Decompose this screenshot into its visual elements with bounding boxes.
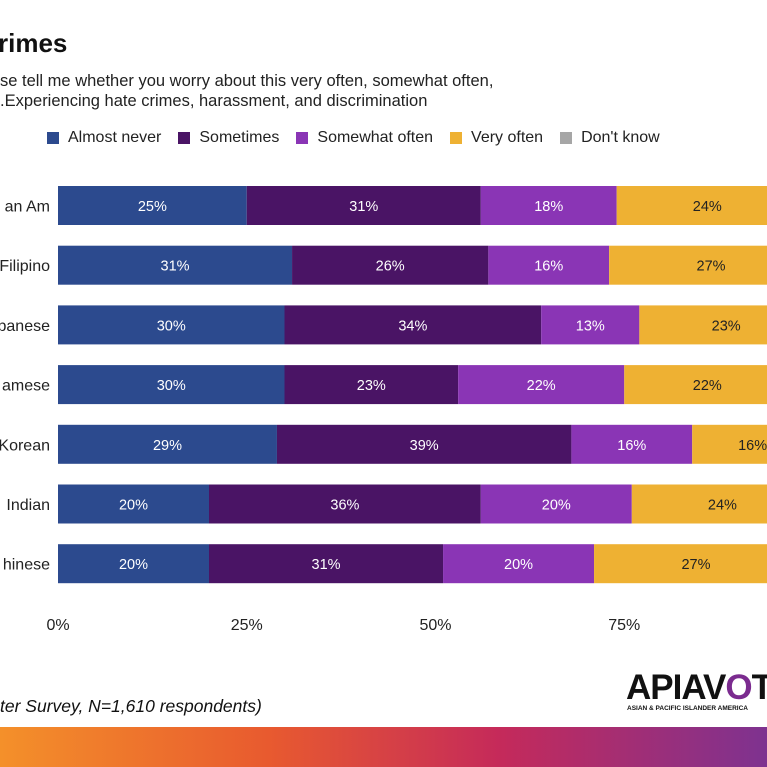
apiavote-logo: APIAVOT ASIAN & PACIFIC ISLANDER AMERICA xyxy=(626,662,767,722)
logo-tagline: ASIAN & PACIFIC ISLANDER AMERICA xyxy=(627,705,748,712)
bar-segment-very-often xyxy=(594,544,767,584)
data-label-sometimes: 34% xyxy=(398,318,427,334)
data-label-almost-never: 20% xyxy=(119,498,148,514)
subtitle-line-1: se tell me whether you worry about this … xyxy=(0,72,494,90)
bar-segment-almost-never xyxy=(58,365,285,405)
legend-item-sometimes: Sometimes xyxy=(178,129,279,147)
data-label-very-often: 22% xyxy=(693,378,722,394)
data-label-almost-never: 25% xyxy=(138,199,167,215)
legend-label-sometimes: Sometimes xyxy=(199,129,280,146)
bar-segment-very-often xyxy=(624,365,767,405)
data-label-very-often: 27% xyxy=(681,557,710,573)
bar-segment-sometimes xyxy=(209,544,444,584)
source-note: ter Survey, N=1,610 respondents) xyxy=(0,696,262,716)
bar-segment-somewhat-often xyxy=(541,305,640,345)
legend-item-dont-know: Don't know xyxy=(560,129,660,147)
data-label-sometimes: 31% xyxy=(312,557,341,573)
chart-subtitle: se tell me whether you worry about this … xyxy=(0,71,493,111)
logo-wordmark-main: APIAV xyxy=(626,668,726,707)
logo-wordmark: APIAVOT xyxy=(626,668,767,708)
category-label: Filipino xyxy=(0,258,50,275)
category-label: Indian xyxy=(6,497,50,514)
data-label-almost-never: 29% xyxy=(153,438,182,454)
bar-segment-somewhat-often xyxy=(571,424,693,464)
x-tick-label: 25% xyxy=(231,617,263,634)
data-label-somewhat-often: 20% xyxy=(542,498,571,514)
bar-segment-sometimes xyxy=(209,484,481,524)
x-tick-label: 0% xyxy=(46,617,69,634)
bar-segment-somewhat-often xyxy=(488,245,610,285)
chart-title: rimes xyxy=(0,28,68,58)
subtitle-line-2: .Experiencing hate crimes, harassment, a… xyxy=(0,92,428,110)
data-label-sometimes: 26% xyxy=(376,259,405,275)
bar-segment-almost-never xyxy=(58,484,209,524)
data-label-somewhat-often: 22% xyxy=(527,378,556,394)
data-label-almost-never: 31% xyxy=(161,259,190,275)
legend-label-dont-know: Don't know xyxy=(581,129,660,146)
legend-item-almost-never: Almost never xyxy=(47,129,161,147)
bar-segment-almost-never xyxy=(58,544,209,584)
data-label-somewhat-often: 20% xyxy=(504,557,533,573)
x-tick-label: 75% xyxy=(608,617,640,634)
data-label-somewhat-often: 18% xyxy=(534,199,563,215)
category-label: Korean xyxy=(0,437,50,454)
logo-wordmark-end: T xyxy=(751,668,767,707)
bar-segment-sometimes xyxy=(246,186,481,225)
legend-item-somewhat-often: Somewhat often xyxy=(296,129,433,147)
category-label: hinese xyxy=(3,557,50,574)
data-label-sometimes: 39% xyxy=(410,438,439,454)
data-label-sometimes: 31% xyxy=(349,199,378,215)
bar-segment-somewhat-often xyxy=(480,484,632,524)
legend-label-almost-never: Almost never xyxy=(68,129,162,146)
legend-swatch-somewhat-often xyxy=(296,132,309,144)
bar-segment-very-often xyxy=(692,424,767,464)
legend-swatch-dont-know xyxy=(560,132,573,144)
data-label-very-often: 16% xyxy=(738,438,767,454)
data-label-very-often: 24% xyxy=(708,498,737,514)
bar-segment-almost-never xyxy=(58,186,247,225)
data-label-somewhat-often: 16% xyxy=(534,259,563,275)
data-label-almost-never: 30% xyxy=(157,318,186,334)
bar-segment-sometimes xyxy=(284,365,459,405)
bar-segment-very-often xyxy=(631,484,767,524)
bar-segment-sometimes xyxy=(292,245,489,285)
legend-label-somewhat-often: Somewhat often xyxy=(317,129,434,146)
legend-swatch-almost-never xyxy=(47,132,59,144)
data-label-very-often: 27% xyxy=(697,259,726,275)
logo-wordmark-o: O xyxy=(725,668,752,707)
data-label-almost-never: 20% xyxy=(119,557,148,573)
bar-segment-very-often xyxy=(639,305,767,345)
bar-segment-sometimes xyxy=(284,305,542,345)
bar-segment-almost-never xyxy=(58,305,285,345)
bar-segment-almost-never xyxy=(58,424,277,464)
bar-segment-somewhat-often xyxy=(443,544,595,584)
legend-label-very-often: Very often xyxy=(471,129,544,146)
x-tick-label: 50% xyxy=(419,617,451,634)
data-label-sometimes: 23% xyxy=(357,378,386,394)
bar-segment-almost-never xyxy=(58,245,293,285)
bar-segment-very-often xyxy=(609,245,767,285)
legend-item-very-often: Very often xyxy=(450,129,543,147)
data-label-sometimes: 36% xyxy=(330,498,359,514)
category-label: amese xyxy=(2,378,50,395)
legend-swatch-very-often xyxy=(450,132,463,144)
data-label-very-often: 24% xyxy=(693,199,722,215)
bar-segment-somewhat-often xyxy=(458,365,625,405)
category-label: an Am xyxy=(5,199,50,216)
data-label-somewhat-often: 16% xyxy=(617,438,646,454)
chart-legend: Almost never Sometimes Somewhat often Ve… xyxy=(47,127,677,149)
data-label-almost-never: 30% xyxy=(157,378,186,394)
data-label-very-often: 23% xyxy=(712,318,741,334)
legend-swatch-sometimes xyxy=(178,132,191,144)
bar-segment-sometimes xyxy=(276,424,572,464)
category-label: panese xyxy=(0,318,50,335)
footer-gradient-band xyxy=(0,727,767,767)
bar-segment-very-often xyxy=(616,186,767,225)
data-label-somewhat-often: 13% xyxy=(576,318,605,334)
bar-segment-somewhat-often xyxy=(480,186,617,225)
